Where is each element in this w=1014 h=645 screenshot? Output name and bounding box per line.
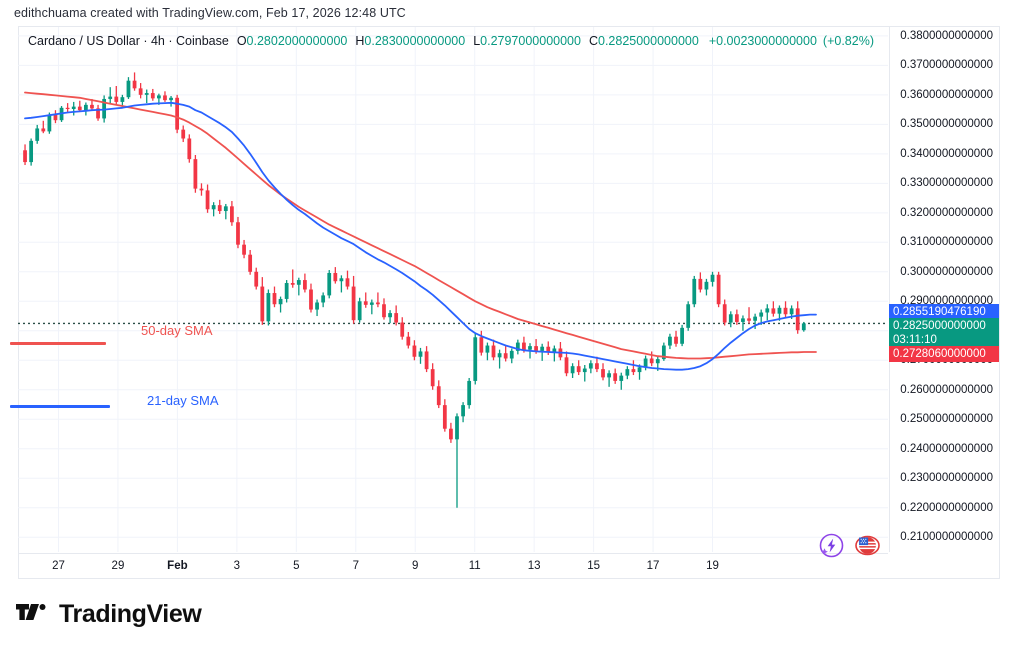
tradingview-wordmark: TradingView <box>59 600 202 628</box>
flag-globe-icon[interactable] <box>855 533 880 558</box>
symbol-title[interactable]: Cardano / US Dollar <box>28 34 140 48</box>
sma-50-annotation: 50-day SMA <box>141 323 213 338</box>
chart-legend-bar: Cardano / US Dollar · 4h · Coinbase O0.28… <box>28 34 874 48</box>
chart-plot-area[interactable] <box>18 27 888 552</box>
high-value: 0.2830000000000 <box>364 34 466 48</box>
time-tick: 17 <box>646 560 660 572</box>
time-tick: 9 <box>412 560 419 572</box>
sma-21-value-badge: 0.2855190476190 <box>889 304 999 320</box>
time-tick: 7 <box>352 560 359 572</box>
time-tick: 11 <box>468 560 481 572</box>
sma-50-value-badge: 0.2728060000000 <box>889 346 999 362</box>
open-value: 0.2802000000000 <box>246 34 348 48</box>
price-tick: 0.3000000000000 <box>900 265 993 278</box>
price-tick: 0.3800000000000 <box>900 29 993 42</box>
price-tick: 0.2300000000000 <box>900 472 993 485</box>
price-tick: 0.2600000000000 <box>900 383 993 396</box>
time-tick: 19 <box>706 560 719 572</box>
sma-21-sample-line <box>10 405 110 408</box>
last-price-badge: 0.2825000000000 <box>889 318 999 334</box>
tradingview-logo-icon <box>16 601 50 628</box>
price-tick: 0.3100000000000 <box>900 236 993 249</box>
time-tick: 3 <box>233 560 241 572</box>
sma-21-annotation: 21-day SMA <box>147 393 219 408</box>
sma-50-sample-line <box>10 342 106 345</box>
time-tick: 27 <box>52 560 65 572</box>
time-tick: 13 <box>527 560 541 572</box>
close-label: C <box>588 34 598 48</box>
open-label: O <box>236 34 247 48</box>
low-value: 0.2797000000000 <box>480 34 581 48</box>
legend-sep-1: · <box>139 34 151 48</box>
price-tick: 0.3500000000000 <box>900 118 993 131</box>
price-tick: 0.3600000000000 <box>900 88 993 101</box>
close-value: 0.2825000000000 <box>598 34 699 48</box>
countdown-badge: 03:11:10 <box>889 332 999 348</box>
lightning-icon[interactable] <box>819 533 844 558</box>
attribution-text: edithchuama created with TradingView.com… <box>14 6 406 20</box>
time-tick: 5 <box>293 560 300 572</box>
price-tick: 0.3300000000000 <box>900 177 993 190</box>
price-axis[interactable]: 0.3800000000000 0.3700000000000 0.36000000… <box>889 27 999 552</box>
time-axis[interactable]: 27 29 Feb 3 5 7 9 11 13 15 17 19 <box>18 553 888 579</box>
low-label: L <box>473 34 481 48</box>
price-tick: 0.3400000000000 <box>900 147 993 160</box>
interval-label[interactable]: 4h <box>150 34 165 48</box>
change-percent: (+0.82%) <box>822 34 874 48</box>
price-tick: 0.3200000000000 <box>900 206 993 219</box>
price-tick: 0.2200000000000 <box>900 501 993 514</box>
time-tick: 29 <box>111 560 125 572</box>
price-tick: 0.3700000000000 <box>900 59 993 72</box>
legend-sep-2: · <box>164 34 176 48</box>
price-tick: 0.2500000000000 <box>900 413 993 426</box>
time-tick: Feb <box>167 560 188 572</box>
exchange-label[interactable]: Coinbase <box>175 34 229 48</box>
tradingview-brand: TradingView <box>16 600 202 629</box>
time-tick: 15 <box>587 560 601 572</box>
change-value: +0.0023000000000 <box>708 34 817 48</box>
high-label: H <box>355 34 365 48</box>
price-tick: 0.2100000000000 <box>900 531 993 544</box>
candlestick-svg <box>18 27 888 552</box>
price-tick: 0.2400000000000 <box>900 442 993 455</box>
